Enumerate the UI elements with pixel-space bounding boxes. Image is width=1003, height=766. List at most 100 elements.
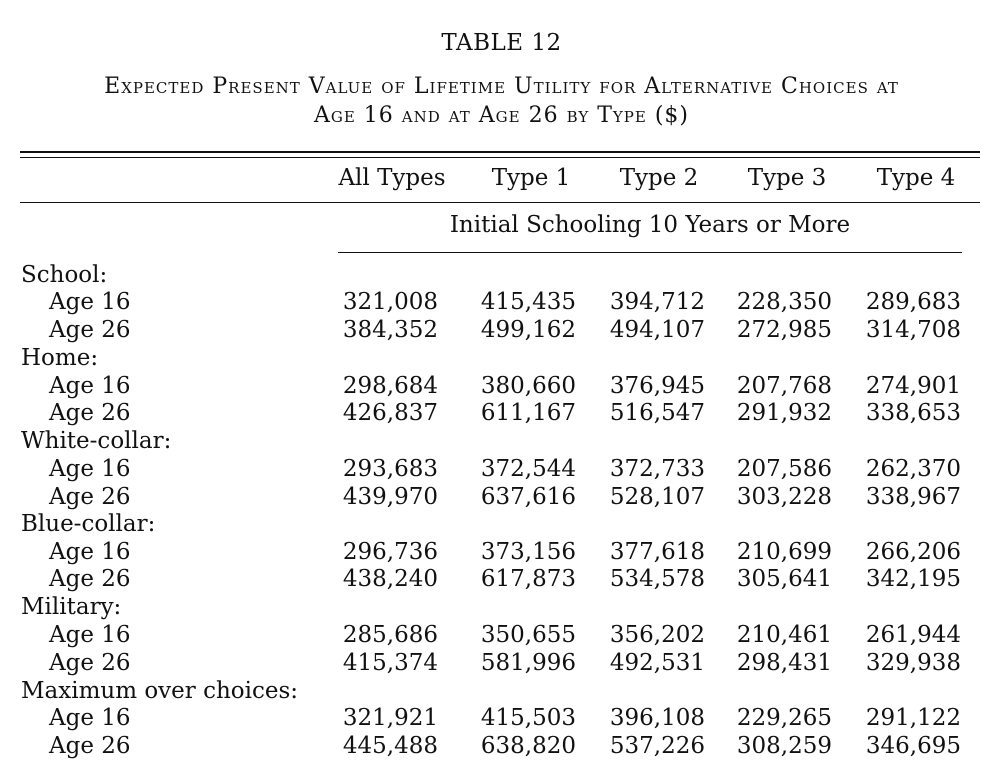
table-cell: 638,820: [480, 733, 576, 759]
top-rule: [20, 151, 980, 153]
subheading-rule: [338, 252, 962, 253]
table-row: Age 26 384,352 499,162 494,107 272,985 314,70…: [0, 317, 1003, 345]
table-row: Age 26 426,837 611,167 516,547 291,932 338,65…: [0, 400, 1003, 428]
table-cell: 373,156: [480, 539, 576, 565]
table-cell: 296,736: [342, 539, 438, 565]
table-cell: 210,461: [736, 622, 832, 648]
table-cell: 338,967: [865, 484, 961, 510]
table-cell: 350,655: [480, 622, 576, 648]
row-label: Age 26: [49, 733, 131, 759]
table-title-line-2: Age 16 and at Age 26 by Type ($): [313, 103, 690, 128]
table-cell: 285,686: [342, 622, 438, 648]
table-cell: 305,641: [736, 566, 832, 592]
group-header-row: School:: [0, 262, 1003, 290]
table-cell: 262,370: [865, 456, 961, 482]
table-cell: 611,167: [480, 400, 576, 426]
table-cell: 394,712: [609, 289, 705, 315]
table-cell: 415,374: [342, 650, 438, 676]
table-cell: 438,240: [342, 566, 438, 592]
row-label: Age 16: [49, 456, 131, 482]
table-cell: 298,684: [342, 373, 438, 399]
table-cell: 581,996: [480, 650, 576, 676]
row-label: Age 26: [49, 650, 131, 676]
table-cell: 266,206: [865, 539, 961, 565]
group-label: Blue-collar:: [21, 511, 156, 537]
group-header-row: Home:: [0, 345, 1003, 373]
table-cell: 494,107: [609, 317, 705, 343]
table-row: Age 26 439,970 637,616 528,107 303,228 338,96…: [0, 484, 1003, 512]
table-cell: 372,733: [609, 456, 705, 482]
table-cell: 384,352: [342, 317, 438, 343]
table-cell: 415,503: [480, 705, 576, 731]
row-label: Age 26: [49, 400, 131, 426]
table-cell: 637,616: [480, 484, 576, 510]
table-cell: 534,578: [609, 566, 705, 592]
table-cell: 338,653: [865, 400, 961, 426]
subheading: Initial Schooling 10 Years or More: [449, 212, 851, 238]
table-title-line-1: Expected Present Value of Lifetime Utili…: [104, 74, 899, 99]
table-cell: 445,488: [342, 733, 438, 759]
table-cell: 321,008: [342, 289, 438, 315]
table-cell: 342,195: [865, 566, 961, 592]
table-cell: 207,586: [736, 456, 832, 482]
table-row: Age 26 438,240 617,873 534,578 305,641 342,19…: [0, 566, 1003, 594]
group-header-row: Blue-collar:: [0, 511, 1003, 539]
table-cell: 228,350: [736, 289, 832, 315]
table-cell: 308,259: [736, 733, 832, 759]
group-label: School:: [21, 262, 108, 288]
table-cell: 516,547: [609, 400, 705, 426]
row-label: Age 26: [49, 566, 131, 592]
table-cell: 289,683: [865, 289, 961, 315]
table-cell: 298,431: [736, 650, 832, 676]
top-rule-thin: [20, 157, 980, 158]
row-label: Age 26: [49, 317, 131, 343]
group-header-row: White-collar:: [0, 428, 1003, 456]
table-cell: 346,695: [865, 733, 961, 759]
row-label: Age 16: [49, 373, 131, 399]
table-cell: 376,945: [609, 373, 705, 399]
table-cell: 261,944: [865, 622, 961, 648]
table-cell: 303,228: [736, 484, 832, 510]
table-row: Age 26 445,488 638,820 537,226 308,259 346,69…: [0, 733, 1003, 761]
table-cell: 415,435: [480, 289, 576, 315]
row-label: Age 16: [49, 539, 131, 565]
column-header-type-1: Type 1: [491, 165, 571, 191]
table-row: Age 16 321,921 415,503 396,108 229,265 291,12…: [0, 705, 1003, 733]
table-cell: 314,708: [865, 317, 961, 343]
table-number: TABLE 12: [441, 30, 562, 56]
table-cell: 426,837: [342, 400, 438, 426]
column-header-type-2: Type 2: [619, 165, 699, 191]
table-cell: 293,683: [342, 456, 438, 482]
group-label: Home:: [21, 345, 99, 371]
column-header-type-3: Type 3: [747, 165, 827, 191]
group-label: White-collar:: [21, 428, 172, 454]
group-label: Maximum over choices:: [21, 678, 299, 704]
table-cell: 492,531: [609, 650, 705, 676]
table-row: Age 16 321,008 415,435 394,712 228,350 289,68…: [0, 289, 1003, 317]
table-cell: 617,873: [480, 566, 576, 592]
row-label: Age 16: [49, 622, 131, 648]
table-cell: 321,921: [342, 705, 438, 731]
table-cell: 356,202: [609, 622, 705, 648]
table-title: Expected Present Value of Lifetime Utili…: [20, 72, 983, 130]
table-cell: 291,122: [865, 705, 961, 731]
table-row: Age 26 415,374 581,996 492,531 298,431 329,93…: [0, 650, 1003, 678]
table-cell: 372,544: [480, 456, 576, 482]
table-cell: 377,618: [609, 539, 705, 565]
row-label: Age 16: [49, 289, 131, 315]
table-row: Age 16 296,736 373,156 377,618 210,699 266,20…: [0, 539, 1003, 567]
table-cell: 528,107: [609, 484, 705, 510]
table-cell: 439,970: [342, 484, 438, 510]
table-cell: 210,699: [736, 539, 832, 565]
table-cell: 380,660: [480, 373, 576, 399]
row-label: Age 16: [49, 705, 131, 731]
group-header-row: Maximum over choices:: [0, 678, 1003, 706]
table-cell: 396,108: [609, 705, 705, 731]
table-cell: 272,985: [736, 317, 832, 343]
table-row: Age 16 293,683 372,544 372,733 207,586 262,37…: [0, 456, 1003, 484]
header-rule: [20, 202, 980, 203]
table-cell: 229,265: [736, 705, 832, 731]
group-label: Military:: [21, 594, 122, 620]
group-header-row: Military:: [0, 594, 1003, 622]
table-cell: 207,768: [736, 373, 832, 399]
